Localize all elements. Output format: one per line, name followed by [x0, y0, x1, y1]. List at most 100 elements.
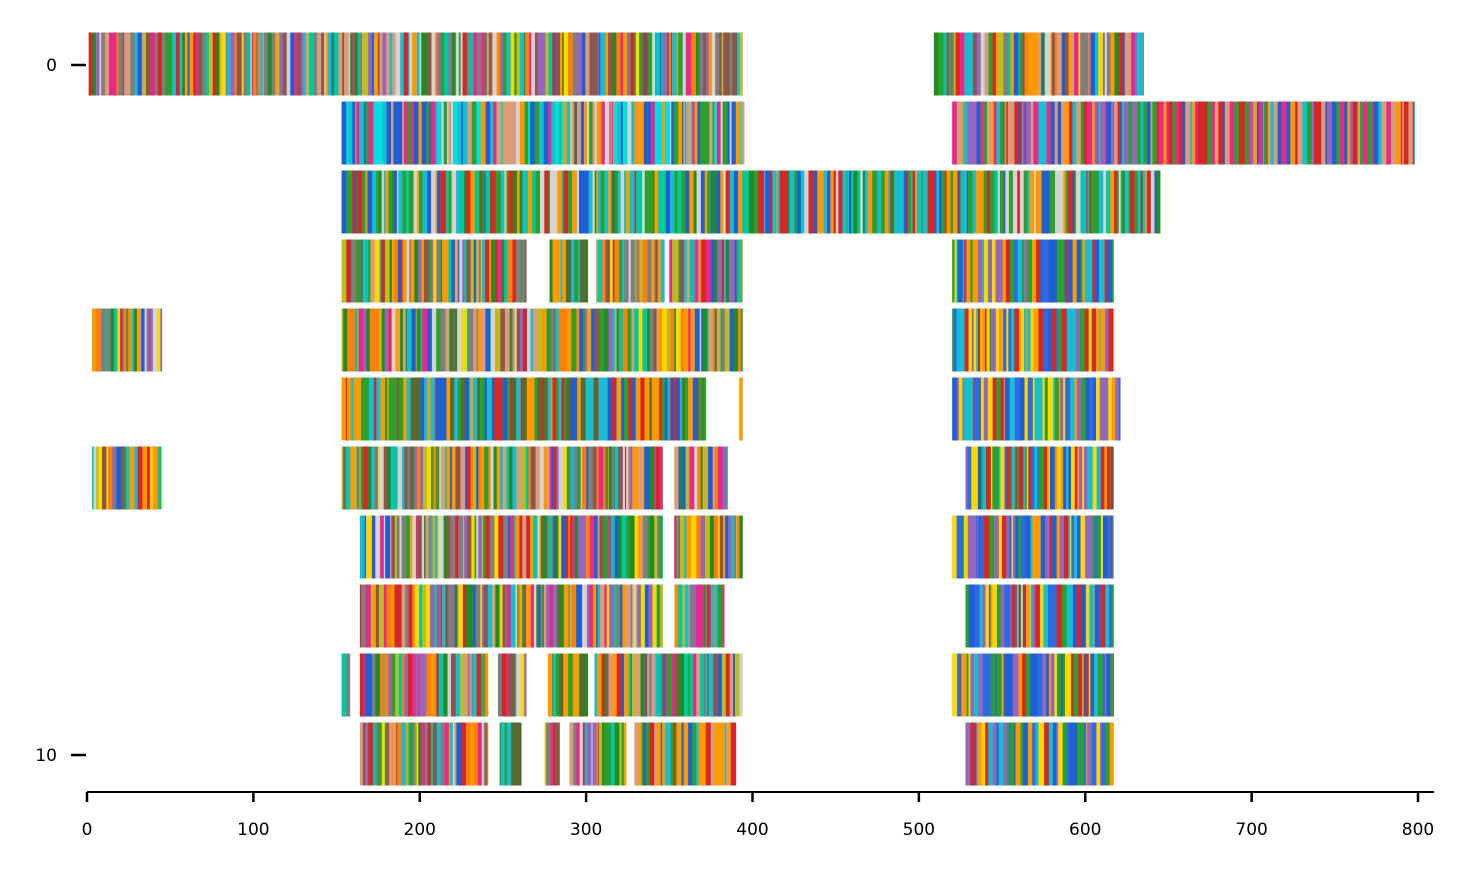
stripe	[633, 446, 639, 510]
stripe	[1001, 653, 1004, 717]
stripe	[353, 446, 357, 510]
stripe	[674, 515, 676, 579]
stripe	[101, 446, 105, 510]
stripe	[1293, 101, 1296, 165]
stripe	[532, 170, 536, 234]
stripe	[1264, 101, 1268, 165]
stripe	[406, 515, 411, 579]
stripe	[696, 170, 702, 234]
stripe	[471, 653, 473, 717]
stripe	[369, 653, 373, 717]
stripe	[1066, 584, 1071, 648]
stripe	[548, 32, 553, 96]
stripe	[952, 377, 958, 441]
stripe	[712, 446, 716, 510]
stripe	[643, 722, 647, 786]
stripe	[655, 446, 661, 510]
stripe	[205, 32, 210, 96]
stripe	[473, 653, 477, 717]
stripe	[409, 446, 413, 510]
stripe	[462, 239, 465, 303]
stripe	[412, 584, 415, 648]
stripe	[368, 377, 375, 441]
stripe	[416, 308, 421, 372]
stripe	[1008, 308, 1012, 372]
stripe	[1143, 101, 1148, 165]
stripe	[165, 32, 170, 96]
stripe	[476, 308, 479, 372]
stripe	[716, 170, 721, 234]
stripe	[161, 446, 163, 510]
stripe	[707, 170, 712, 234]
stripe	[978, 722, 982, 786]
row-2	[341, 170, 1161, 234]
stripe	[1010, 584, 1012, 648]
stripe	[1124, 32, 1127, 96]
stripe	[518, 584, 521, 648]
stripe	[1218, 101, 1224, 165]
stripe	[391, 239, 395, 303]
stripe	[1104, 653, 1107, 717]
stripe	[993, 101, 996, 165]
stripe	[1093, 584, 1096, 648]
stripe	[357, 32, 361, 96]
stripe	[350, 170, 353, 234]
stripe	[600, 584, 605, 648]
stripe	[368, 32, 373, 96]
stripe	[544, 170, 547, 234]
stripe	[1290, 101, 1294, 165]
stripe	[946, 32, 950, 96]
stripe	[540, 515, 543, 579]
stripe	[641, 515, 644, 579]
stripe	[397, 446, 403, 510]
stripe	[436, 653, 440, 717]
stripe	[721, 239, 725, 303]
stripe	[995, 653, 998, 717]
stripe	[358, 308, 364, 372]
stripe	[1098, 101, 1101, 165]
stripe	[962, 239, 965, 303]
stripe	[1032, 722, 1036, 786]
stripe	[712, 308, 716, 372]
stripe	[660, 239, 665, 303]
stripe	[1065, 722, 1068, 786]
stripe	[390, 515, 392, 579]
stripe	[624, 239, 629, 303]
stripe	[576, 446, 582, 510]
stripe	[1135, 101, 1138, 165]
stripe	[436, 239, 442, 303]
stripe	[247, 32, 251, 96]
stripe	[344, 32, 350, 96]
stripe	[472, 653, 475, 717]
stripe	[1050, 239, 1056, 303]
stripe	[621, 722, 625, 786]
row-5	[341, 377, 1121, 441]
stripe	[1098, 32, 1104, 96]
stripe	[512, 239, 517, 303]
stripe	[1408, 101, 1413, 165]
stripe	[1038, 308, 1044, 372]
stripe	[957, 170, 960, 234]
stripe	[1049, 170, 1054, 234]
stripe	[470, 239, 475, 303]
stripe	[1224, 101, 1230, 165]
stripe	[568, 584, 571, 648]
stripe	[1017, 239, 1023, 303]
stripe	[607, 101, 610, 165]
stripe	[1078, 653, 1083, 717]
stripe	[720, 308, 723, 372]
stripe	[1146, 170, 1152, 234]
stripe	[492, 515, 495, 579]
stripe	[864, 170, 869, 234]
stripe	[562, 32, 565, 96]
stripe	[444, 722, 450, 786]
stripe	[566, 653, 569, 717]
stripe	[485, 515, 490, 579]
stripe	[574, 515, 579, 579]
stripe	[717, 239, 723, 303]
stripe	[1039, 584, 1044, 648]
stripe	[683, 239, 688, 303]
stripe	[1137, 32, 1141, 96]
stripe	[501, 722, 505, 786]
stripe	[519, 515, 523, 579]
